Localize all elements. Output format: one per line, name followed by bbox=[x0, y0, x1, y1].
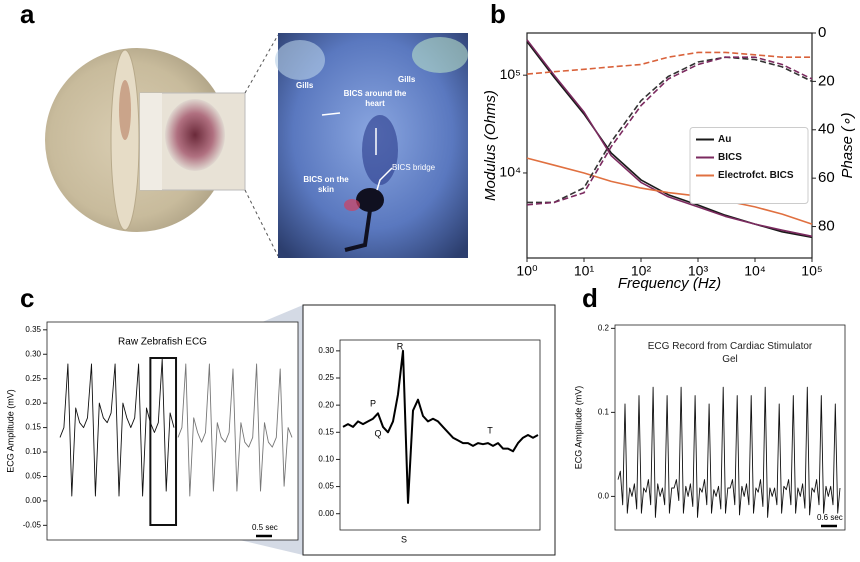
y-tick-label: 0.00 bbox=[25, 496, 41, 505]
panel-label: b bbox=[490, 0, 506, 29]
y-axis-label: ECG Amplitude (mV) bbox=[573, 386, 583, 470]
series-line bbox=[526, 39, 813, 238]
photo-label: Gills bbox=[398, 75, 416, 84]
chart: 0.00 0.05 0.10 0.15 0.20 0.25 0.30 P Q R S T bbox=[318, 339, 541, 544]
series-line bbox=[617, 386, 841, 518]
photo-label: Gills bbox=[296, 81, 314, 90]
photo-label: BICS bridge bbox=[392, 163, 436, 172]
photo-label: BICS on the skin bbox=[303, 175, 349, 194]
y2-tick-label: 40 bbox=[818, 121, 835, 138]
scale-bar-label: 0.5 sec bbox=[252, 523, 278, 532]
photo-label-box: BICS on the skin bbox=[303, 175, 349, 194]
chart-title: Raw Zebrafish ECG bbox=[118, 337, 207, 348]
series-line bbox=[526, 157, 813, 225]
legend-label: BICS bbox=[718, 151, 742, 163]
y-axis-label: Modulus (Ohms) bbox=[482, 90, 499, 201]
plot-frame bbox=[46, 321, 299, 541]
y-tick-label: 0.20 bbox=[25, 398, 41, 407]
y-tick-label: 0.35 bbox=[25, 325, 41, 334]
plot-frame bbox=[339, 339, 541, 531]
annotation: R bbox=[397, 341, 404, 351]
series-line bbox=[527, 56, 813, 204]
y-tick-label: 0.30 bbox=[25, 349, 41, 358]
panel-label: c bbox=[20, 283, 34, 313]
annotation: T bbox=[487, 425, 493, 435]
y2-tick-label: 60 bbox=[818, 169, 835, 186]
y-tick-label: -0.05 bbox=[23, 520, 42, 529]
series-line bbox=[177, 363, 293, 497]
y2-tick-label: 80 bbox=[818, 218, 835, 235]
y-tick-label: 0.20 bbox=[318, 400, 334, 409]
y-tick-label: 0.05 bbox=[318, 482, 334, 491]
chart-title: ECG Record from Cardiac Stimulator Gel bbox=[647, 341, 813, 365]
x-tick-label: 10³ bbox=[688, 263, 709, 279]
legend-label-box: Au bbox=[718, 133, 732, 145]
y-tick-label: 0.30 bbox=[318, 346, 334, 355]
legend-label: Electrofct. BICS bbox=[718, 169, 794, 181]
y-tick-label: 0.25 bbox=[25, 374, 41, 383]
series-line bbox=[59, 358, 175, 497]
y-tick-label: 0.10 bbox=[318, 455, 334, 464]
legend-label: Au bbox=[718, 133, 732, 145]
annotation: S bbox=[401, 534, 407, 544]
chart: 10⁴ 10⁵ 0 20 40 60 80 10⁰ 10¹ 10² 10³ 10⁴ 10⁵ Frequen… bbox=[482, 24, 856, 292]
zoom-box bbox=[149, 357, 178, 526]
series-line bbox=[526, 51, 812, 75]
photo-gel bbox=[275, 33, 468, 258]
panel-label: d bbox=[582, 283, 598, 313]
photo-fish bbox=[45, 34, 279, 257]
y-tick-label: 10⁴ bbox=[499, 164, 521, 180]
series-line bbox=[342, 349, 539, 504]
y-tick-label: 0.2 bbox=[598, 323, 610, 332]
photo-label-box: BICS around the heart bbox=[343, 89, 407, 108]
photo-label: BICS around the heart bbox=[343, 89, 407, 108]
y-axis-label: ECG Amplitude (mV) bbox=[5, 389, 15, 473]
y-tick-label: 10⁵ bbox=[500, 66, 521, 82]
x-axis-label: Frequency (Hz) bbox=[618, 275, 721, 292]
y-tick-label: 0.0 bbox=[598, 492, 610, 501]
series-line bbox=[526, 56, 813, 206]
x-tick-label: 10⁵ bbox=[801, 263, 822, 279]
legend-box bbox=[689, 127, 809, 204]
y-tick-label: 0.00 bbox=[318, 509, 334, 518]
chart-title-box: ECG Record from Cardiac Stimulator Gel bbox=[647, 341, 813, 365]
legend-label-box: BICS bbox=[718, 151, 742, 163]
x-tick-label: 10¹ bbox=[574, 263, 595, 279]
legend-label-box: Electrofct. BICS bbox=[718, 169, 794, 181]
panel-label: a bbox=[20, 0, 35, 29]
y-tick-label: 0.15 bbox=[25, 423, 41, 432]
chart: 0.0 0.1 0.2 ECG Amplitude (mV) 0.6 sec bbox=[573, 323, 846, 531]
y-tick-label: 0.05 bbox=[25, 472, 41, 481]
annotation: P bbox=[370, 398, 376, 408]
chart: 0.35 0.30 0.25 0.20 0.15 0.10 0.05 0.00 -0.05 Raw… bbox=[5, 321, 299, 541]
x-tick-label: 10² bbox=[631, 263, 652, 279]
y2-tick-label: 20 bbox=[818, 72, 835, 89]
y-tick-label: 0.10 bbox=[25, 447, 41, 456]
y2-tick-label: 0 bbox=[818, 24, 826, 41]
y-tick-label: 0.15 bbox=[318, 427, 334, 436]
x-tick-label: 10⁰ bbox=[516, 263, 538, 279]
y2-axis-label: Phase (∘) bbox=[839, 112, 856, 178]
annotation: Q bbox=[374, 428, 381, 438]
x-tick-label: 10⁴ bbox=[744, 263, 766, 279]
y-tick-label: 0.25 bbox=[318, 373, 334, 382]
scale-bar-label: 0.6 sec bbox=[817, 513, 843, 522]
y-tick-label: 0.1 bbox=[598, 407, 610, 416]
